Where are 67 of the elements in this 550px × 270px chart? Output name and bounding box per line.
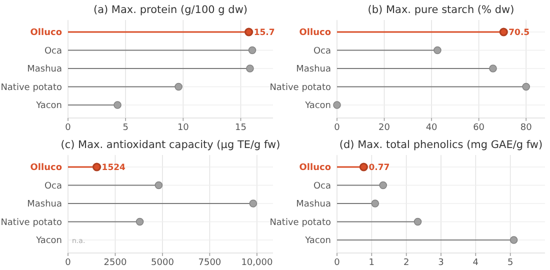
x-tick-label: 15 [235,123,246,133]
y-tick-label: Olluco [299,163,331,174]
y-tick-label: Oca [313,46,331,56]
y-tick-label: Mashua [296,64,331,75]
chart-title: (d) Max. total phenolics (mg GAE/g fw) [339,139,543,151]
y-tick-label: Native potato [0,82,62,93]
chart-title: (a) Max. protein (g/100 g dw) [93,4,248,16]
x-tick-label: 5 [122,123,128,133]
x-tick-label: 5 [507,258,514,268]
point [154,181,163,190]
point [379,181,388,190]
y-tick-label: Yacon [304,236,331,246]
point [248,46,256,54]
y-tick-label: Native potato [270,82,332,93]
x-tick-label: 0 [334,258,340,268]
point [136,218,144,226]
y-tick-label: Oca [313,181,331,192]
chart-title: (b) Max. pure starch (% dw) [368,4,514,16]
y-tick-label: Oca [44,46,62,56]
x-tick-label: 60 [473,123,485,133]
x-tick-label: 40 [426,123,438,133]
x-tick-label: 80 [520,123,532,133]
data-label: 70.5 [508,28,530,38]
x-tick-label: 7500 [198,258,222,268]
point [333,101,341,109]
point [114,101,122,109]
x-tick-label: 2500 [104,258,127,268]
point [499,28,508,36]
data-label: 0.77 [368,163,390,173]
y-tick-label: Mashua [27,200,62,210]
x-tick-label: 0 [334,123,340,133]
y-tick-label: Mashua [27,64,62,75]
y-tick-label: Yacon [35,101,62,112]
y-tick-label: Oca [44,181,62,192]
x-tick-label: 20 [378,123,390,133]
x-tick-label: 5000 [151,258,174,268]
point [371,200,380,208]
point [92,162,102,172]
point [246,64,254,72]
point [434,46,442,54]
point [249,200,258,208]
point [244,28,254,36]
y-tick-label: Olluco [30,163,62,174]
point [489,64,497,72]
y-tick-label: Yacon [304,101,331,112]
x-tick-label: 2 [403,258,410,268]
x-tick-label: 4 [472,258,479,268]
x-tick-label: 3 [438,258,444,268]
point [510,236,518,244]
point [174,82,182,91]
x-tick-label: 10 [177,123,190,133]
y-tick-label: Yacon [35,236,62,246]
y-tick-label: Olluco [299,28,331,38]
x-tick-label: 0 [65,123,72,133]
x-tick-label: 0 [65,258,72,268]
x-tick-label: 1 [368,258,375,268]
y-tick-label: Olluco [30,28,62,38]
x-tick-label: 10,000 [241,258,273,268]
point [359,162,368,172]
y-tick-label: Mashua [296,200,331,210]
chart-title: (c) Max. antioxidant capacity (μg TE/g fw) [60,139,280,151]
data-label: 15.7 [254,28,275,38]
data-label: 1524 [102,163,126,173]
y-tick-label: Native potato [0,218,62,228]
point [522,82,530,91]
y-tick-label: Native potato [270,218,332,228]
point [414,218,422,226]
